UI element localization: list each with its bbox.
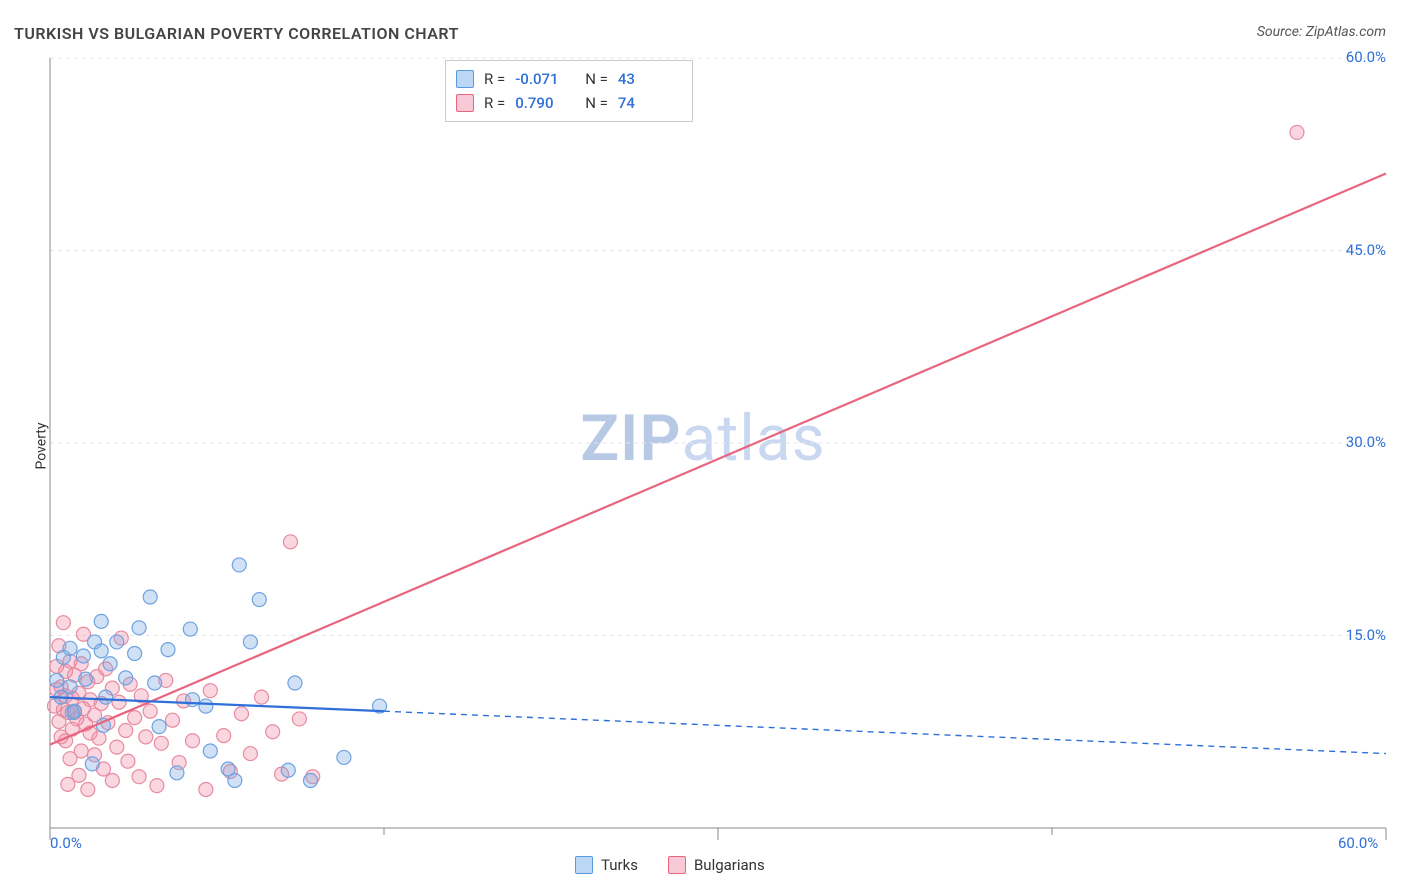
legend-swatch-turks	[575, 856, 593, 874]
stats-r-bulgarians: 0.790	[515, 91, 575, 115]
stats-n-bulgarians: 74	[618, 91, 678, 115]
stats-n-label: N =	[585, 67, 608, 91]
legend-item-turks: Turks	[575, 856, 638, 874]
y-tick-label: 15.0%	[1346, 626, 1386, 644]
stats-swatch-bulgarians	[456, 94, 474, 112]
chart-canvas	[0, 0, 1406, 892]
stats-r-label: R =	[484, 91, 505, 115]
legend: Turks Bulgarians	[575, 856, 765, 874]
y-tick-label: 45.0%	[1346, 241, 1386, 259]
stats-swatch-turks	[456, 70, 474, 88]
stats-r-turks: -0.071	[515, 67, 575, 91]
y-tick-label: 60.0%	[1346, 48, 1386, 66]
legend-swatch-bulgarians	[668, 856, 686, 874]
legend-label-bulgarians: Bulgarians	[694, 856, 765, 874]
y-tick-label: 30.0%	[1346, 433, 1386, 451]
legend-label-turks: Turks	[601, 856, 638, 874]
stats-r-label: R =	[484, 67, 505, 91]
legend-item-bulgarians: Bulgarians	[668, 856, 765, 874]
x-tick-label: 60.0%	[1338, 834, 1378, 852]
stats-n-label: N =	[585, 91, 608, 115]
stats-box: R = -0.071 N = 43 R = 0.790 N = 74	[445, 60, 693, 122]
x-tick-label: 0.0%	[50, 834, 82, 852]
stats-n-turks: 43	[618, 67, 678, 91]
stats-row-turks: R = -0.071 N = 43	[456, 67, 678, 91]
stats-row-bulgarians: R = 0.790 N = 74	[456, 91, 678, 115]
